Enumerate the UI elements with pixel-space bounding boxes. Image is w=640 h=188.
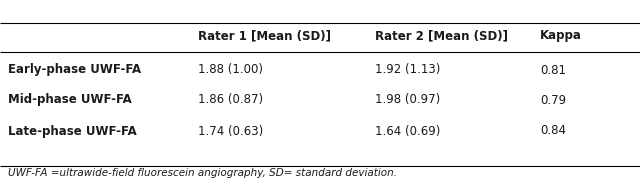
Text: 1.92 (1.13): 1.92 (1.13): [375, 64, 440, 77]
Text: Rater 1 [Mean (SD)]: Rater 1 [Mean (SD)]: [198, 30, 331, 42]
Text: Kappa: Kappa: [540, 30, 582, 42]
Text: Mid-phase UWF-FA: Mid-phase UWF-FA: [8, 93, 132, 106]
Text: Rater 2 [Mean (SD)]: Rater 2 [Mean (SD)]: [375, 30, 508, 42]
Text: 0.84: 0.84: [540, 124, 566, 137]
Text: Early-phase UWF-FA: Early-phase UWF-FA: [8, 64, 141, 77]
Text: UWF-FA =ultrawide-field fluorescein angiography, SD= standard deviation.: UWF-FA =ultrawide-field fluorescein angi…: [8, 168, 397, 178]
Text: 1.88 (1.00): 1.88 (1.00): [198, 64, 263, 77]
Text: 1.86 (0.87): 1.86 (0.87): [198, 93, 263, 106]
Text: 0.81: 0.81: [540, 64, 566, 77]
Text: 1.64 (0.69): 1.64 (0.69): [375, 124, 440, 137]
Text: Late-phase UWF-FA: Late-phase UWF-FA: [8, 124, 137, 137]
Text: 1.98 (0.97): 1.98 (0.97): [375, 93, 440, 106]
Text: 1.74 (0.63): 1.74 (0.63): [198, 124, 263, 137]
Text: 0.79: 0.79: [540, 93, 566, 106]
